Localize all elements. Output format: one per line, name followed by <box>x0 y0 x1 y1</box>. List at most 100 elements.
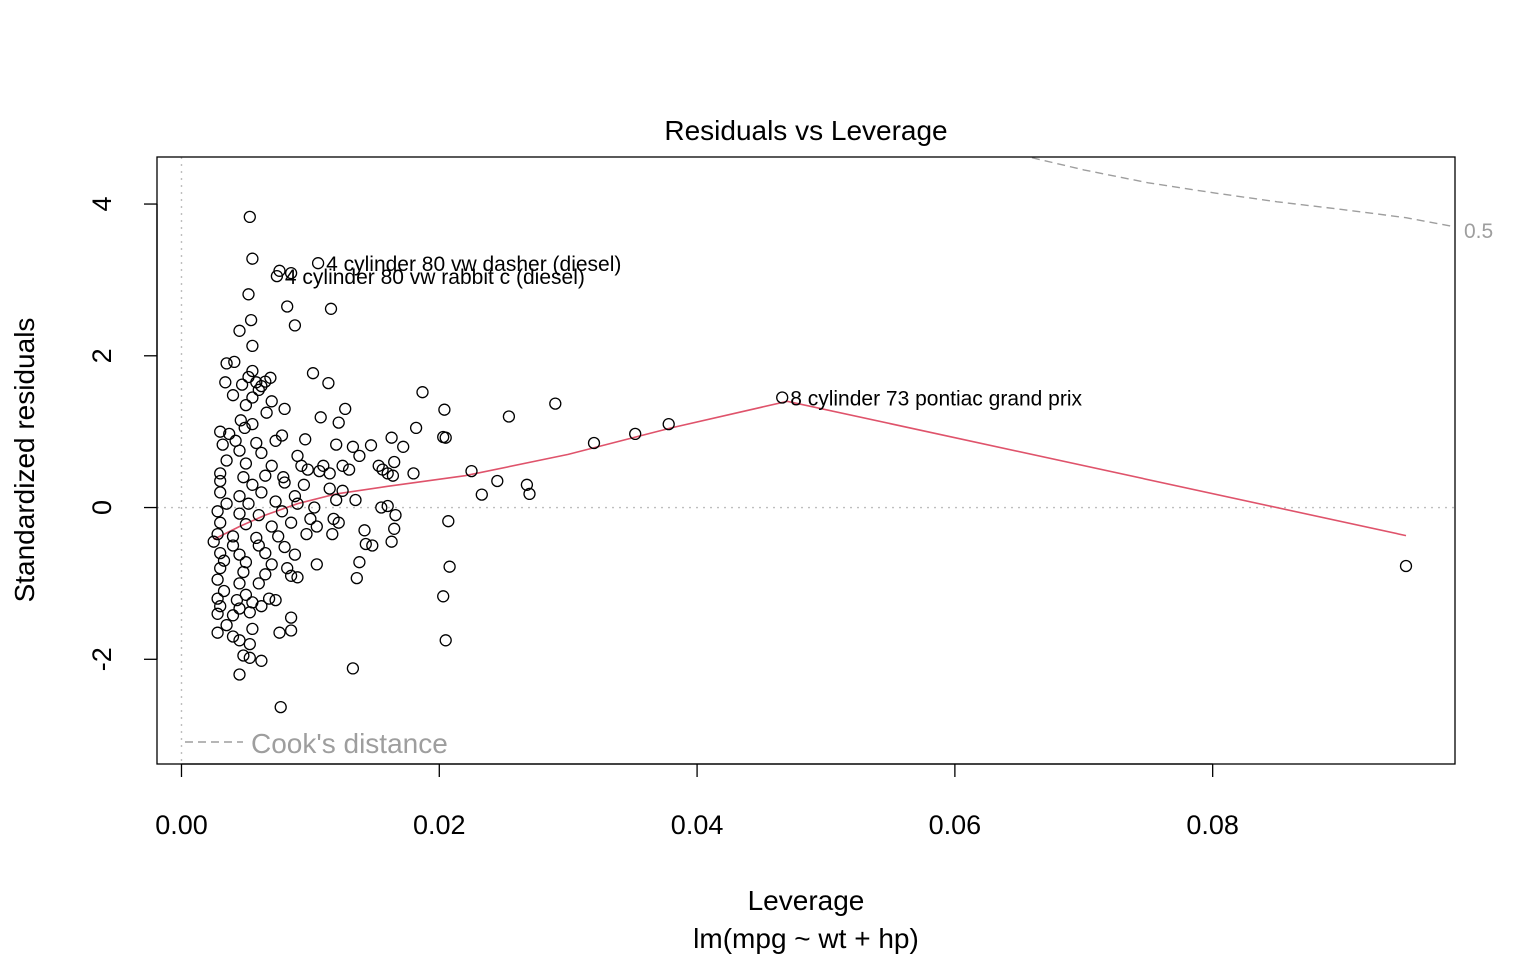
data-point <box>346 440 360 453</box>
data-point <box>269 593 282 607</box>
data-point <box>304 512 317 526</box>
data-point <box>502 410 516 423</box>
data-point <box>323 482 336 495</box>
data-point <box>255 600 268 613</box>
data-point <box>246 364 259 378</box>
data-point <box>662 417 675 431</box>
data-point <box>300 527 313 541</box>
data-point <box>520 478 534 491</box>
data-point <box>397 440 410 453</box>
data-point <box>214 467 227 480</box>
data-point <box>211 607 224 620</box>
x-tick-label: 0.04 <box>671 810 724 840</box>
data-point <box>330 493 343 507</box>
data-point <box>438 403 451 416</box>
data-point <box>278 402 291 416</box>
data-point <box>233 668 246 681</box>
data-point <box>243 606 256 619</box>
data-point <box>439 634 452 647</box>
data-point <box>439 431 452 444</box>
data-point <box>211 626 224 639</box>
data-point <box>278 540 291 554</box>
data-point <box>587 436 601 450</box>
data-point <box>233 634 246 647</box>
data-point <box>288 490 302 503</box>
reference-lines <box>157 157 1455 764</box>
data-point <box>233 507 246 520</box>
data-point <box>443 560 456 573</box>
data-point <box>255 379 268 393</box>
data-point <box>226 609 240 622</box>
data-point <box>259 568 272 581</box>
data-point <box>265 395 278 408</box>
data-point <box>278 476 291 489</box>
data-point <box>353 556 366 569</box>
data-point <box>346 662 360 675</box>
data-point <box>416 386 429 399</box>
data-point <box>234 414 247 427</box>
data-point <box>246 339 259 353</box>
data-point <box>220 357 233 370</box>
data-point <box>269 495 282 508</box>
data-point <box>243 210 256 224</box>
data-point <box>284 266 298 280</box>
data-point <box>252 508 265 522</box>
data-point <box>219 376 232 389</box>
data-point <box>252 383 265 397</box>
data-point <box>301 463 314 476</box>
data-point <box>385 535 398 548</box>
data-point <box>349 493 362 507</box>
data-point <box>246 622 259 636</box>
data-point <box>281 562 294 575</box>
x-tick-label: 0.02 <box>413 810 466 840</box>
cooks-distance-contour-0.5 <box>1026 157 1455 228</box>
data-point <box>233 444 246 457</box>
data-point <box>237 649 250 662</box>
data-point <box>255 486 268 499</box>
data-point <box>277 471 290 484</box>
data-point <box>239 518 253 531</box>
point-label: 8 cylinder 73 pontiac grand prix <box>790 388 1082 411</box>
data-point <box>250 436 263 450</box>
data-point <box>216 438 229 451</box>
data-point <box>388 455 401 469</box>
data-point <box>250 531 263 545</box>
data-point <box>323 467 336 480</box>
cooks-distance-contours <box>1026 157 1455 228</box>
data-point <box>1399 559 1413 573</box>
data-point <box>437 590 450 603</box>
data-point <box>265 520 278 533</box>
data-point <box>359 537 372 551</box>
data-point <box>211 592 224 605</box>
cooks-distance-legend: Cook's distance <box>185 728 448 759</box>
data-point <box>475 488 488 501</box>
data-point <box>330 438 343 451</box>
data-point <box>310 558 323 571</box>
data-point <box>336 459 349 472</box>
data-point <box>242 288 255 301</box>
data-point <box>226 630 240 643</box>
data-point <box>226 389 240 402</box>
data-point <box>260 406 273 419</box>
data-point <box>220 618 233 632</box>
smooth-line-group <box>213 400 1407 541</box>
data-point <box>288 548 302 561</box>
plot-area: 4 cylinder 80 vw dasher (diesel)4 cylind… <box>157 157 1455 764</box>
data-point <box>214 546 227 560</box>
data-point <box>299 433 312 446</box>
data-point <box>310 520 323 533</box>
data-point <box>322 376 335 390</box>
cooks-distance-level-label: 0.5 <box>1464 220 1493 243</box>
y-tick-label: -2 <box>87 647 117 671</box>
data-point <box>233 577 246 590</box>
data-point <box>388 522 401 535</box>
data-point <box>274 700 287 714</box>
data-point <box>326 527 339 541</box>
data-point <box>243 651 256 664</box>
data-point <box>214 516 227 529</box>
data-point <box>311 257 325 270</box>
data-point <box>353 449 366 463</box>
data-point <box>350 571 363 585</box>
data-point <box>211 505 224 518</box>
data-point <box>339 402 352 416</box>
